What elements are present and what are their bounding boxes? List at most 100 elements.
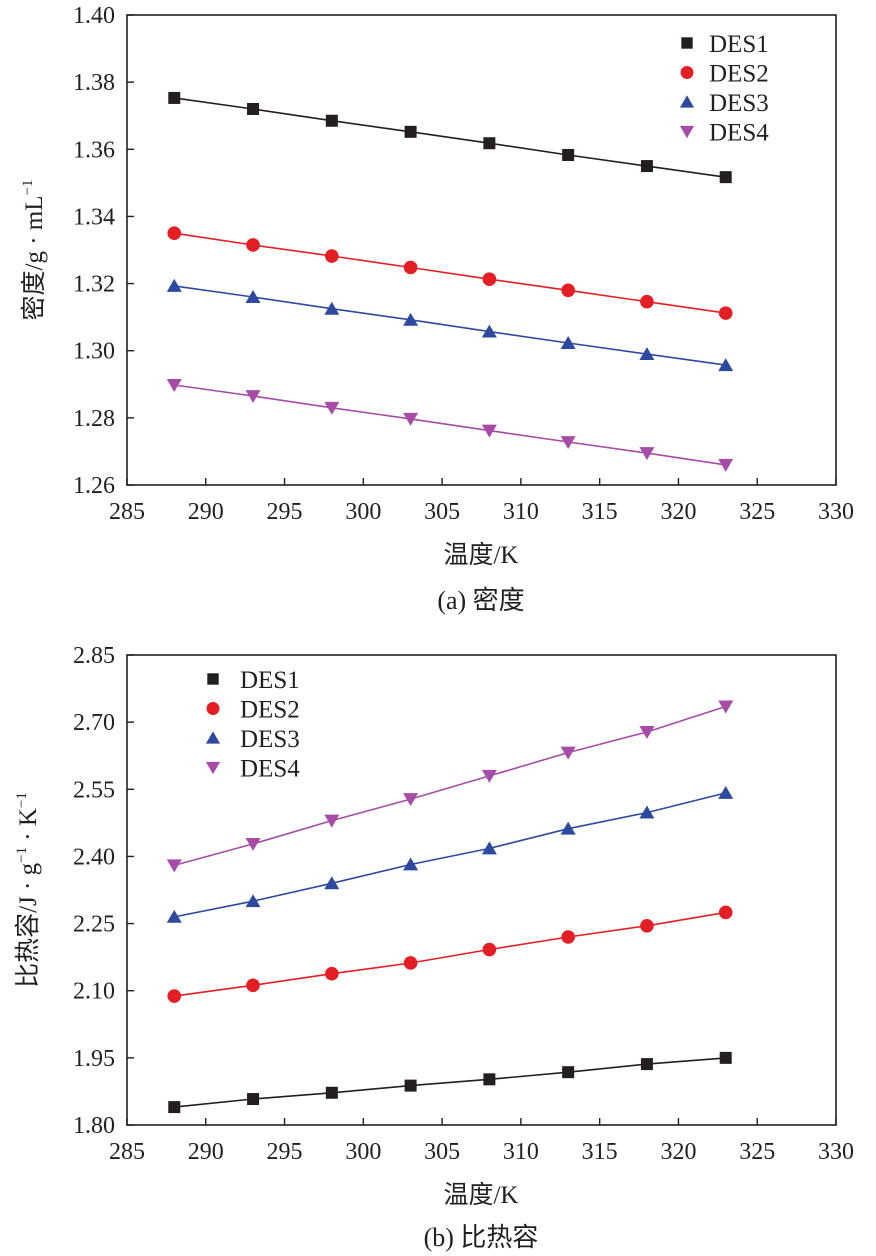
legend-label: DES2 bbox=[709, 61, 769, 88]
data-point bbox=[245, 894, 261, 908]
legend-item-des2: DES2 bbox=[680, 61, 769, 88]
data-point bbox=[166, 379, 182, 392]
legend-label: DES3 bbox=[709, 90, 769, 117]
legend-marker bbox=[206, 702, 220, 715]
series-line bbox=[174, 792, 726, 918]
x-tick-label: 330 bbox=[818, 499, 854, 525]
series-des3 bbox=[166, 785, 734, 923]
data-point bbox=[168, 91, 181, 104]
legend-label: DES3 bbox=[240, 726, 300, 753]
y-tick-label: 1.40 bbox=[73, 3, 115, 29]
data-point bbox=[640, 1058, 653, 1071]
x-tick-label: 290 bbox=[188, 499, 224, 525]
series-des3 bbox=[166, 278, 734, 372]
y-tick-label: 2.25 bbox=[73, 912, 115, 938]
data-point bbox=[639, 805, 655, 819]
x-tick-label: 305 bbox=[424, 499, 460, 525]
axis-ticks bbox=[126, 14, 837, 486]
data-point bbox=[167, 989, 182, 1003]
legend-item-des4: DES4 bbox=[205, 756, 300, 783]
x-tick-label: 330 bbox=[818, 1139, 854, 1165]
data-point bbox=[481, 424, 497, 438]
legend-item-des1: DES1 bbox=[207, 667, 300, 694]
data-point bbox=[481, 841, 497, 855]
x-tick-label: 315 bbox=[582, 1139, 618, 1165]
legend-item-des3: DES3 bbox=[205, 726, 300, 753]
y-tick-label: 2.10 bbox=[73, 979, 115, 1005]
y-tick-label: 2.70 bbox=[73, 710, 115, 736]
y-tick-label: 1.32 bbox=[73, 272, 115, 298]
data-point bbox=[482, 272, 497, 287]
data-point bbox=[481, 769, 497, 783]
data-point bbox=[166, 909, 182, 923]
x-tick-label: 300 bbox=[345, 1139, 381, 1165]
data-point bbox=[718, 358, 734, 372]
y-tick-label: 2.55 bbox=[73, 777, 115, 803]
y-axis-label-main: 比热容/J · g bbox=[14, 862, 42, 988]
data-point bbox=[561, 930, 575, 944]
legend-item-des3: DES3 bbox=[679, 90, 769, 117]
legend-label: DES4 bbox=[709, 120, 769, 147]
x-tick-label: 325 bbox=[739, 1139, 775, 1165]
data-point bbox=[404, 1079, 417, 1092]
data-point bbox=[562, 148, 575, 161]
series-line bbox=[174, 705, 726, 867]
legend-label: DES4 bbox=[240, 756, 300, 783]
series-des2 bbox=[167, 226, 733, 320]
x-tick-label: 290 bbox=[188, 1139, 224, 1165]
data-point bbox=[560, 335, 576, 349]
legend-marker bbox=[680, 66, 694, 79]
legend-label: DES2 bbox=[240, 697, 300, 724]
data-point bbox=[403, 793, 419, 807]
series-line bbox=[174, 384, 726, 466]
data-point bbox=[325, 249, 339, 263]
y-tick-label: 1.30 bbox=[73, 339, 115, 365]
legend-item-des2: DES2 bbox=[206, 697, 300, 724]
data-point bbox=[166, 278, 182, 292]
x-tick-label: 320 bbox=[660, 1139, 696, 1165]
panel-caption: (b) 比热容 bbox=[424, 1223, 539, 1252]
data-point bbox=[639, 347, 655, 361]
data-point bbox=[324, 301, 340, 315]
x-tick-label: 285 bbox=[109, 1139, 145, 1165]
data-point bbox=[403, 956, 418, 970]
data-point bbox=[325, 114, 338, 127]
y-axis-label-sup: −1 bbox=[14, 847, 30, 863]
y-axis-label-sup: −1 bbox=[14, 792, 30, 808]
series-line bbox=[174, 911, 726, 997]
legend-marker bbox=[207, 673, 219, 685]
legend-marker bbox=[205, 731, 221, 744]
data-point bbox=[403, 312, 419, 326]
data-point bbox=[245, 390, 261, 404]
y-axis-label-mid: · K bbox=[15, 808, 42, 847]
data-point bbox=[324, 876, 340, 890]
x-axis-label: 温度/K bbox=[443, 541, 518, 569]
axis-ticks bbox=[126, 654, 837, 1126]
data-point bbox=[640, 919, 654, 933]
legend-label: DES1 bbox=[240, 667, 300, 694]
legend-item-des1: DES1 bbox=[681, 31, 769, 58]
data-point bbox=[718, 458, 734, 472]
data-point bbox=[481, 324, 497, 338]
data-point bbox=[640, 160, 653, 173]
series-line bbox=[174, 97, 726, 178]
legend-marker bbox=[679, 95, 695, 108]
series-line bbox=[174, 1057, 726, 1108]
plot-frame bbox=[126, 14, 837, 486]
data-point bbox=[718, 785, 734, 799]
data-point bbox=[324, 814, 340, 828]
legend-marker bbox=[681, 37, 693, 49]
y-axis-label-sup: −1 bbox=[20, 180, 36, 196]
density-chart: 1.261.281.301.321.341.361.381.40 285 290 2… bbox=[20, 3, 854, 615]
series-des4 bbox=[166, 700, 734, 873]
series-line bbox=[174, 285, 726, 366]
series-des1 bbox=[168, 1051, 732, 1114]
data-point bbox=[404, 125, 417, 138]
data-point bbox=[718, 905, 733, 920]
data-point bbox=[562, 1066, 575, 1079]
data-point bbox=[324, 401, 340, 415]
x-tick-label: 310 bbox=[503, 1139, 539, 1165]
data-point bbox=[245, 837, 261, 851]
